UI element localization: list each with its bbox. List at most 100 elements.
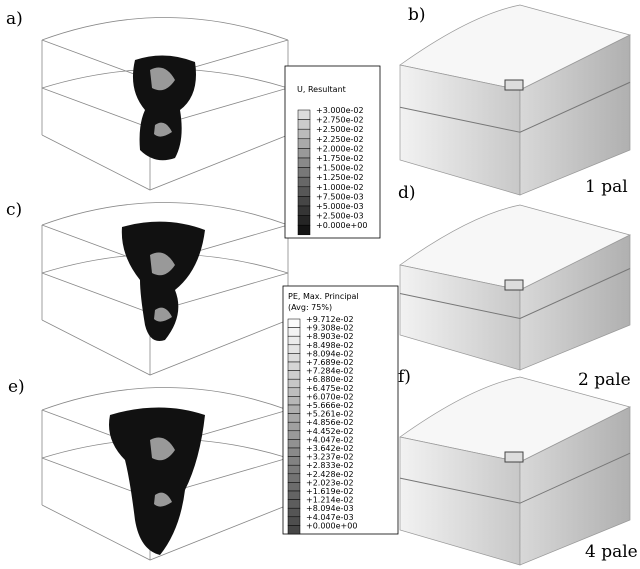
highlight (150, 437, 175, 507)
legend-swatch (287, 430, 301, 440)
legend-swatch (287, 490, 301, 500)
highlight (150, 252, 175, 322)
legend-swatch (297, 119, 311, 130)
legend-swatch (297, 215, 311, 226)
legend-swatch (287, 353, 301, 363)
legend-value: +9.712e-02 (306, 315, 354, 324)
panel-caption: 4 pale (585, 542, 638, 562)
layer-line (399, 81, 631, 133)
pile-cap (504, 279, 524, 291)
legend-value: +0.000e+00 (306, 521, 357, 530)
wireframe (41, 387, 289, 561)
panel-label: f) (398, 367, 411, 387)
legend-value: +2.750e-02 (316, 116, 364, 125)
legend-swatch (287, 344, 301, 354)
legend-subtitle: (Avg: 75%) (288, 303, 332, 312)
deformation-zone (132, 55, 196, 161)
panel-label: d) (398, 183, 416, 203)
legend-value: +7.500e-03 (316, 192, 364, 201)
legend-value: +8.094e-03 (306, 504, 354, 513)
legend-value: +4.856e-02 (306, 418, 354, 427)
legend-swatch (297, 205, 311, 216)
panel-label: b) (408, 5, 426, 25)
wireframe (41, 17, 289, 191)
legend-swatch (297, 148, 311, 159)
legend-value: +2.500e-03 (316, 212, 364, 221)
deformation-zone (109, 407, 205, 555)
legend-swatch (297, 186, 311, 197)
legend-swatch (287, 404, 301, 414)
legend-value: +4.047e-02 (306, 435, 354, 444)
side-face (519, 34, 631, 196)
legend-value: +2.023e-02 (306, 478, 354, 487)
layer-line (399, 268, 631, 320)
legend-swatch (287, 335, 301, 346)
soil-block (399, 204, 631, 371)
wireframe (41, 202, 289, 376)
legend-value: +8.903e-02 (306, 332, 354, 341)
layer-line (399, 452, 631, 504)
side-face (519, 406, 631, 566)
legend-box (282, 285, 399, 535)
legend-value: +6.880e-02 (306, 375, 354, 384)
legend-swatch (287, 525, 301, 535)
legend-value: +2.250e-02 (316, 135, 364, 144)
legend-title: U, Resultant (297, 85, 346, 94)
legend-swatch (287, 361, 301, 371)
legend-value: +4.047e-03 (306, 513, 354, 522)
legend-value: +9.308e-02 (306, 324, 354, 333)
legend-value: +1.214e-02 (306, 496, 354, 505)
soil-block (399, 4, 631, 196)
top-face (399, 4, 631, 91)
legend-swatch (287, 516, 301, 526)
legend-value: +1.250e-02 (316, 173, 364, 182)
legend-value: +2.500e-02 (316, 125, 364, 134)
legend-swatch (297, 167, 311, 178)
legend-value: +1.619e-02 (306, 487, 354, 496)
legend-swatch (287, 421, 301, 432)
legend-value: +5.261e-02 (306, 410, 354, 419)
legend-value: +6.475e-02 (306, 384, 354, 393)
legend-value: +5.666e-02 (306, 401, 354, 410)
panel-label: c) (6, 200, 22, 220)
left-panels (41, 17, 289, 561)
legend-value: +7.689e-02 (306, 358, 354, 367)
deformation-zone (121, 221, 205, 341)
legend-swatch (297, 176, 311, 188)
legend-swatch (297, 196, 311, 207)
legend-swatch (287, 396, 301, 406)
top-face (399, 204, 631, 291)
legend-value: +2.428e-02 (306, 470, 354, 479)
legend-value: +8.094e-02 (306, 349, 354, 358)
legend-value: +1.000e-02 (316, 183, 364, 192)
legend-value: +6.070e-02 (306, 392, 354, 401)
legend-value: +1.750e-02 (316, 154, 364, 163)
legend-value: +5.000e-03 (316, 202, 364, 211)
legend-swatch (287, 378, 301, 389)
legend-value: +7.284e-02 (306, 367, 354, 376)
legend-swatch (287, 507, 301, 518)
panel-caption: 2 pale (578, 370, 631, 390)
legend-value: +4.452e-02 (306, 427, 354, 436)
legend-swatch (287, 473, 301, 483)
legend-value: +3.000e-02 (316, 106, 364, 115)
legend-title: PE, Max. Principal (288, 292, 359, 301)
legend-value: +8.498e-02 (306, 341, 354, 350)
legend-value: +3.237e-02 (306, 453, 354, 462)
top-face (399, 376, 631, 463)
legend-swatch (287, 439, 301, 449)
panel-label: a) (6, 9, 23, 29)
side-face (519, 234, 631, 371)
legend-swatch (287, 456, 301, 466)
legend-swatch (287, 482, 301, 492)
legend-value: +3.642e-02 (306, 444, 354, 453)
legend-swatch (287, 327, 301, 337)
legend-value: +0.000e+00 (316, 221, 367, 230)
legend-swatch (287, 499, 301, 509)
legend-value: +2.000e-02 (316, 144, 364, 153)
legend-swatch (297, 138, 311, 149)
legend-swatch (297, 109, 311, 120)
panel-caption: 1 pal (585, 177, 628, 197)
legend-swatch (287, 318, 301, 328)
